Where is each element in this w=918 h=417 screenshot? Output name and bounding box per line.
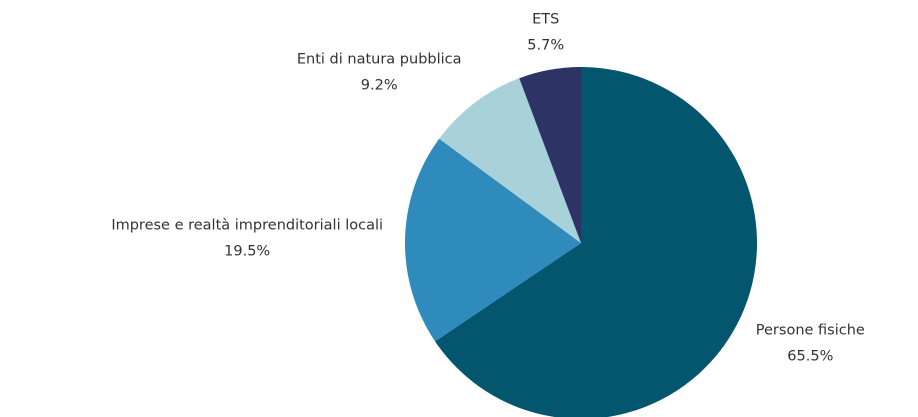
slice-label: Enti di natura pubblica [297, 51, 462, 67]
slice-label: Imprese e realtà imprenditoriali locali [111, 218, 383, 234]
pie-slice [405, 138, 581, 342]
slice-value: 19.5% [224, 244, 270, 260]
slice-value: 65.5% [787, 349, 833, 365]
slice-value: 9.2% [361, 77, 398, 93]
slice-label: Persone fisiche [756, 323, 865, 339]
slice-label: ETS [532, 11, 559, 27]
pie-slice [435, 67, 757, 417]
pie-slice [439, 78, 581, 243]
slice-value: 5.7% [527, 37, 564, 53]
pie-slice [519, 67, 581, 243]
